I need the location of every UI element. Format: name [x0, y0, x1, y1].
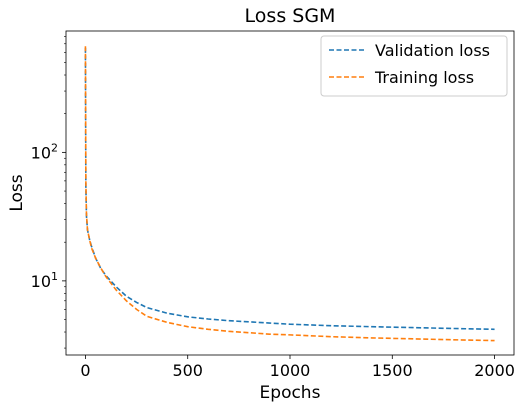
y-tick-label: 102: [31, 141, 58, 162]
plot-lines: [84, 46, 495, 342]
y-axis-label: Loss: [7, 174, 27, 211]
legend-entry-label: Validation loss: [375, 41, 490, 60]
legend-box: [320, 35, 508, 97]
legend-entry-label: Training loss: [374, 68, 474, 87]
x-tick-label: 1000: [270, 361, 311, 380]
chart-title: Loss SGM: [245, 5, 336, 27]
x-axis-ticks: 0 500 1000 1500 2000: [80, 355, 515, 380]
legend: Validation loss Training loss: [320, 35, 508, 97]
x-tick-label: 1500: [372, 361, 413, 380]
x-tick-label: 2000: [474, 361, 515, 380]
x-tick-label: 0: [80, 361, 90, 380]
series-line-0: [84, 47, 495, 331]
y-tick-label: 101: [31, 270, 58, 291]
x-tick-label: 500: [172, 361, 203, 380]
x-axis-label: Epochs: [260, 383, 321, 403]
y-axis-ticks: 101 102: [31, 36, 66, 349]
